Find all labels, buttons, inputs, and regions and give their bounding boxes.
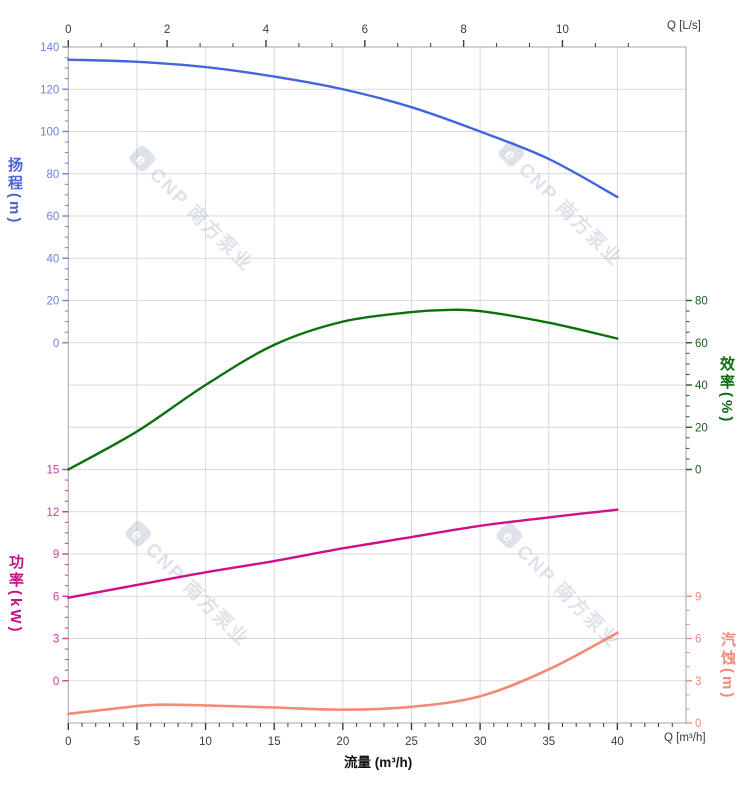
head-tick-label: 0 [53,338,59,350]
eff-tick-label: 0 [695,465,701,477]
bottom-tick-label: 35 [542,736,555,748]
head-tick-label: 20 [47,296,60,308]
eff-tick-label: 40 [695,380,708,392]
power-tick-label: 12 [47,507,60,519]
power-tick-label: 3 [53,634,59,646]
top-tick-label: 10 [556,24,569,36]
top-tick-label: 0 [65,24,71,36]
npsh-curve [67,631,619,716]
bottom-tick-label: 15 [268,736,281,748]
eff-axis: 80 60 40 20 0 [686,296,708,477]
bottom-tick-label: 30 [474,736,487,748]
npsh-axis-title: 汽蚀(m) [719,632,736,701]
gridlines [68,47,686,723]
bottom-tick-label: 20 [336,736,349,748]
head-axis: 140 120 100 80 60 40 20 0 [40,42,69,350]
power-tick-label: 9 [53,549,59,561]
flow-axis-title: 流量 (m³/h) [344,755,413,770]
bottom-tick-label: 0 [65,736,71,748]
head-curve [67,58,619,199]
head-tick-label: 40 [47,253,60,265]
head-tick-label: 140 [40,42,59,54]
npsh-tick-label: 6 [695,634,701,646]
top-tick-label: 2 [164,24,170,36]
top-tick-label: 6 [362,24,368,36]
power-tick-label: 0 [53,676,59,688]
top-axis: 0 2 4 6 8 10 [65,24,629,47]
svg-text:CNP 南方泵业: CNP 南方泵业 [141,538,254,651]
bottom-axis: 0 5 10 15 20 25 30 35 40 [65,723,673,748]
power-axis-title: 功率(kW) [7,554,24,635]
eff-tick-label: 60 [695,338,708,350]
bottom-tick-label: 25 [405,736,418,748]
eff-tick-label: 80 [695,296,708,308]
npsh-tick-label: 0 [695,718,701,730]
power-curve [67,508,619,599]
head-tick-label: 60 [47,211,60,223]
npsh-tick-label: 9 [695,591,701,603]
bottom-tick-label: 5 [134,736,140,748]
bottom-axis-unit-label: Q [m³/h] [664,732,706,744]
npsh-axis: 9 6 3 0 [686,591,701,730]
top-tick-label: 4 [263,24,270,36]
power-axis: 15 12 9 6 3 0 [47,465,69,688]
head-axis-title: 扬程(m) [6,157,23,226]
top-axis-unit-label: Q [L/s] [667,20,701,32]
power-tick-label: 15 [47,465,60,477]
efficiency-axis-title: 效率(%) [718,356,735,425]
top-tick-label: 8 [460,24,466,36]
eff-tick-label: 20 [695,422,708,434]
efficiency-curve [67,308,619,471]
bottom-tick-label: 40 [611,736,624,748]
power-tick-label: 6 [53,591,59,603]
npsh-tick-label: 3 [695,676,701,688]
head-tick-label: 80 [47,169,60,181]
svg-text:CNP 南方泵业: CNP 南方泵业 [145,163,258,276]
head-tick-label: 120 [40,84,59,96]
bottom-tick-label: 10 [199,736,212,748]
head-tick-label: 100 [40,127,59,139]
svg-text:CNP 南方泵业: CNP 南方泵业 [514,158,627,271]
